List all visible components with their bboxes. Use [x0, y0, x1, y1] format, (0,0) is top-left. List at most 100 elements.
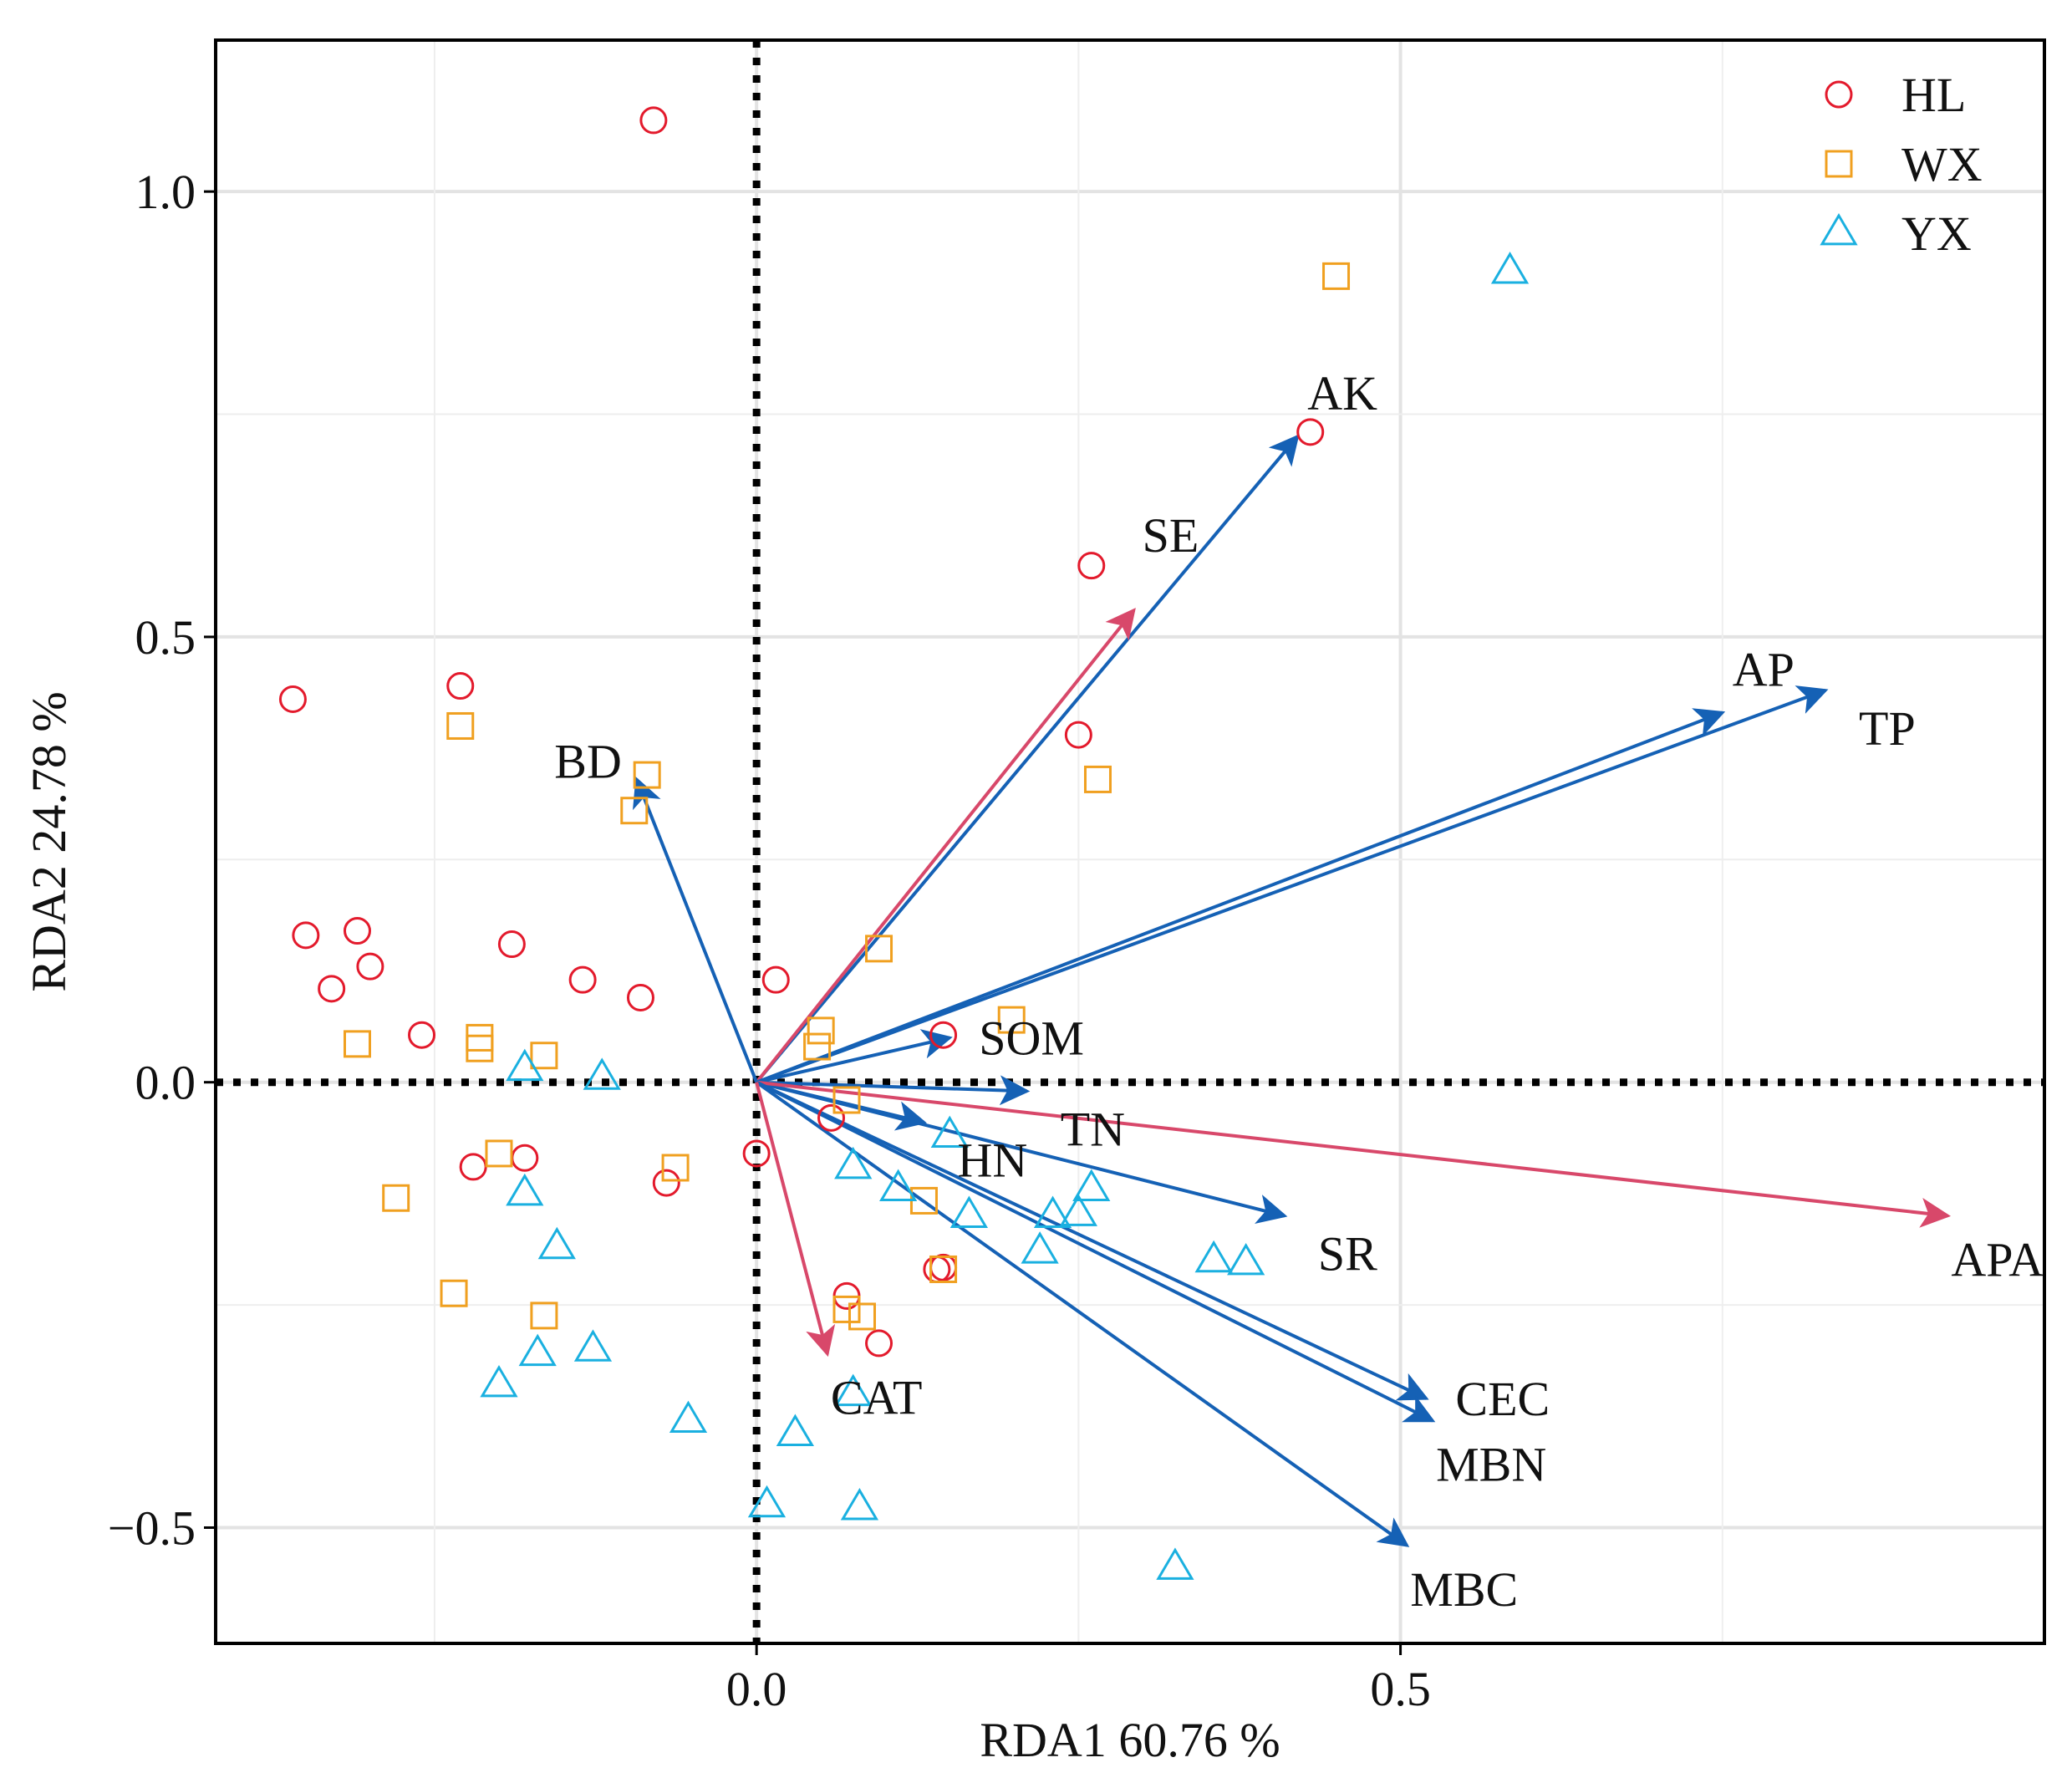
point-wx	[633, 761, 661, 789]
point-yx	[573, 1329, 613, 1362]
point-yx	[949, 1195, 989, 1228]
vector-labels: AK SE AP TP BD SOM TN HN SR APA CEC MBN MBC CAT	[554, 366, 2044, 1617]
point-yx	[776, 1414, 815, 1447]
point-yx	[834, 1373, 873, 1407]
vector-ak	[755, 434, 1300, 1083]
vector-label-cat: CAT	[831, 1371, 923, 1425]
point-wx	[466, 1034, 494, 1062]
point-hl	[343, 917, 371, 945]
point-wx	[997, 1006, 1026, 1034]
point-yx	[1072, 1169, 1111, 1201]
point-yx	[1059, 1194, 1097, 1226]
point-hl	[742, 1139, 771, 1168]
y-tick-label: 0.0	[135, 1056, 196, 1110]
point-yx	[518, 1333, 557, 1367]
vector-cat	[755, 1082, 836, 1358]
point-yx	[840, 1487, 879, 1521]
point-yx	[1194, 1240, 1233, 1273]
vector-mbc	[755, 1081, 1410, 1547]
vector-label-bd: BD	[554, 734, 622, 788]
point-yx	[747, 1485, 787, 1518]
point-yx	[1033, 1195, 1072, 1228]
vector-som	[756, 1029, 953, 1084]
vector-label-ak: AK	[1307, 366, 1377, 420]
point-hl	[568, 965, 597, 994]
point-wx	[446, 711, 475, 740]
point-yx	[669, 1400, 708, 1434]
vector-label-se: SE	[1143, 508, 1199, 563]
point-hl	[1077, 552, 1106, 580]
vector-ap	[756, 708, 1726, 1084]
sample-points	[278, 106, 1530, 1580]
point-hl	[639, 106, 668, 135]
point-yx	[506, 1173, 544, 1206]
vector-label-tp: TP	[1859, 701, 1916, 756]
point-hl	[865, 1329, 893, 1358]
point-yx	[834, 1146, 873, 1179]
point-wx	[803, 1032, 832, 1061]
point-hl	[929, 1021, 958, 1049]
point-hl	[292, 921, 320, 950]
point-hl	[497, 930, 526, 959]
vector-se	[755, 608, 1136, 1083]
point-yx	[583, 1057, 621, 1090]
vector-label-som: SOM	[979, 1011, 1084, 1065]
vector-label-mbc: MBC	[1410, 1562, 1518, 1617]
vector-apa	[756, 1080, 1952, 1228]
legend-label-hl: HL	[1901, 68, 1966, 122]
y-tick-label: 0.5	[135, 610, 196, 665]
point-hl	[446, 672, 475, 700]
vector-bd	[633, 777, 759, 1083]
point-yx	[1490, 252, 1530, 284]
point-hl	[1064, 721, 1092, 749]
vector-mbn	[756, 1080, 1436, 1423]
axis-ticks: 0.0 0.5 1.0 0.5 0.0 −0.5	[108, 165, 1431, 1716]
legend-label-yx: YX	[1901, 206, 1972, 261]
point-hl	[356, 952, 384, 981]
point-wx	[865, 935, 893, 963]
vector-label-apa: APA	[1951, 1233, 2044, 1287]
vector-cec	[756, 1080, 1429, 1401]
point-hl	[626, 983, 654, 1011]
point-yx	[537, 1226, 576, 1260]
point-wx	[1083, 765, 1112, 793]
legend-key-wx	[1825, 150, 1853, 178]
point-wx	[832, 1086, 861, 1114]
plot-frame	[214, 38, 2046, 1645]
vector-label-cec: CEC	[1455, 1372, 1550, 1426]
y-tick-label: 1.0	[135, 165, 196, 219]
vector-tn	[756, 1075, 1031, 1106]
point-yx	[1227, 1242, 1265, 1276]
point-wx	[661, 1154, 690, 1182]
x-tick-label: 0.5	[1370, 1662, 1431, 1716]
legend-label-wx: WX	[1901, 137, 1983, 191]
point-yx	[1021, 1231, 1059, 1264]
y-axis-title: RDA2 24.78 %	[22, 691, 76, 991]
x-axis-title: RDA1 60.76 %	[980, 1713, 1280, 1767]
point-wx	[530, 1042, 558, 1070]
point-wx	[530, 1302, 558, 1330]
point-wx	[832, 1295, 861, 1323]
vector-label-tn: TN	[1061, 1102, 1125, 1156]
legend-key-hl	[1825, 80, 1853, 109]
point-wx	[440, 1279, 468, 1307]
point-hl	[652, 1169, 680, 1197]
point-hl	[817, 1103, 846, 1132]
zero-lines	[216, 40, 2044, 1643]
point-wx	[343, 1030, 371, 1058]
point-wx	[485, 1139, 513, 1168]
point-hl	[278, 685, 307, 714]
point-hl	[408, 1021, 436, 1049]
legend-key-yx	[1820, 212, 1858, 246]
vector-tp	[756, 685, 1829, 1084]
legend: HL WX YX	[1820, 68, 1983, 261]
point-wx	[1322, 262, 1351, 290]
biplot-vectors	[633, 434, 1952, 1547]
point-wx	[848, 1302, 877, 1331]
point-hl	[761, 965, 790, 994]
vector-label-ap: AP	[1733, 642, 1795, 696]
point-wx	[807, 1016, 835, 1045]
x-tick-label: 0.0	[726, 1662, 787, 1716]
